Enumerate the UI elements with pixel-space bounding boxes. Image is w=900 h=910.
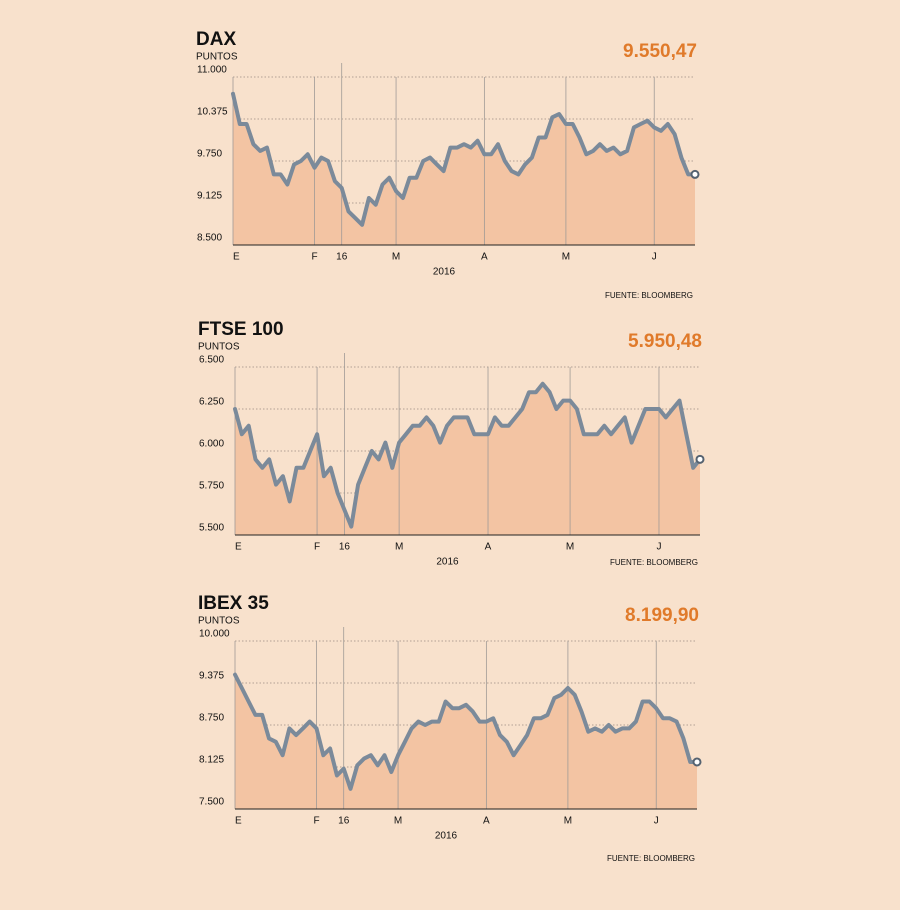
x-tick-label: J [652,252,657,263]
y-tick-label: 9.125 [197,191,222,202]
area-fill [233,93,695,245]
series-line [231,91,697,227]
x-tick-label: M [392,252,400,263]
x-tick-label: F [313,816,319,827]
y-tick-label: 5.500 [199,523,224,534]
y-tick-label: 8.750 [199,713,224,724]
x-tick-label: A [483,816,490,827]
y-tick-label: 9.375 [199,671,224,682]
y-axis-unit: PUNTOS [198,342,240,353]
x-tick-label: E [233,252,240,263]
last-value-label: 5.950,48 [628,331,702,352]
y-tick-label: 6.500 [199,355,224,366]
source-note: FUENTE: BLOOMBERG [607,854,695,863]
x-tick-label: 16 [336,252,348,263]
last-value-label: 8.199,90 [625,605,699,626]
y-axis-unit: PUNTOS [198,616,240,627]
y-tick-label: 10.375 [197,107,228,118]
chart-panel: FTSE 100 PUNTOS 5.950,48 5.500 5.750 6.000 6.2… [198,319,705,568]
x-tick-label: M [395,542,403,553]
x-axis-label: 2016 [436,557,459,568]
last-value-label: 9.550,47 [623,41,697,62]
y-tick-label: 5.750 [199,481,224,492]
y-tick-label: 7.500 [199,797,224,808]
x-axis-label: 2016 [433,267,456,278]
chart-title: DAX [196,29,236,50]
x-tick-label: M [566,542,574,553]
chart-title: FTSE 100 [198,319,284,340]
y-tick-label: 6.000 [199,439,224,450]
series-line [233,672,699,791]
chart-panel: IBEX 35 PUNTOS 8.199,90 7.500 8.125 8.750 9.37… [198,593,702,863]
x-tick-label: M [564,816,572,827]
x-tick-label: 16 [338,816,350,827]
last-point [695,454,705,464]
x-tick-label: E [235,816,242,827]
last-point [692,757,702,767]
x-tick-label: J [654,816,659,827]
x-tick-label: J [656,542,661,553]
x-axis-label: 2016 [435,831,458,842]
x-tick-label: 16 [339,542,351,553]
source-note: FUENTE: BLOOMBERG [605,291,693,300]
y-tick-label: 6.250 [199,397,224,408]
series-line [233,381,702,529]
x-tick-label: M [394,816,402,827]
area-fill [235,674,697,809]
y-axis-unit: PUNTOS [196,52,238,63]
last-point [690,169,700,179]
chart-panel: DAX PUNTOS 9.550,47 8.500 9.125 9.750 10.375 11… [196,29,700,300]
x-tick-label: A [481,252,488,263]
chart-title: IBEX 35 [198,593,269,614]
area-fill [235,383,700,535]
x-tick-label: F [311,252,317,263]
x-tick-label: F [314,542,320,553]
y-tick-label: 11.000 [197,65,227,76]
x-tick-label: M [562,252,570,263]
source-note: FUENTE: BLOOMBERG [610,558,698,567]
x-tick-label: A [485,542,492,553]
y-tick-label: 8.125 [199,755,224,766]
y-tick-label: 10.000 [199,629,230,640]
y-tick-label: 8.500 [197,233,222,244]
y-tick-label: 9.750 [197,149,222,160]
x-tick-label: E [235,542,242,553]
